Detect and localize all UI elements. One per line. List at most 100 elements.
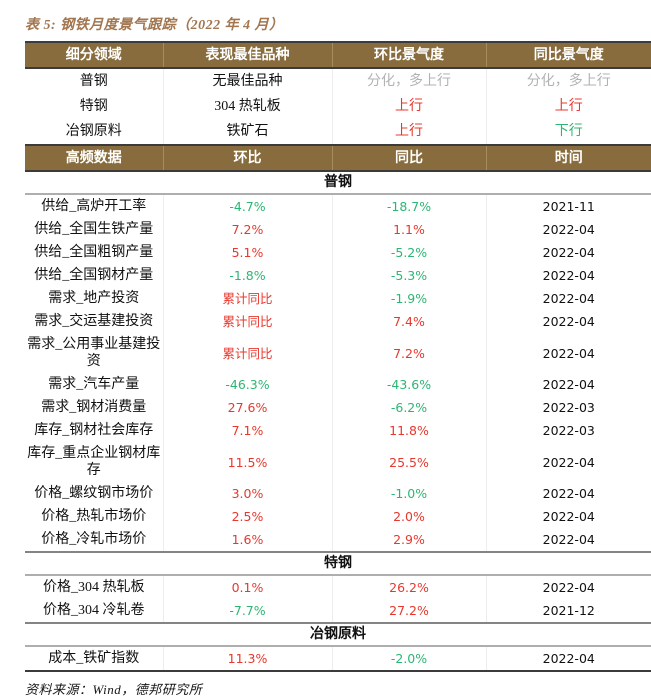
mom-value-cell: 1.6% xyxy=(162,528,332,552)
yoy-value-cell: 1.1% xyxy=(331,218,486,241)
indicator-label-cell: 需求_交运基建投资 xyxy=(34,314,154,329)
indicator-label-cell: 价格_热轧市场价 xyxy=(41,509,147,524)
section-title-row: 冶钢原料 xyxy=(25,622,651,647)
mom-value-cell: 11.3% xyxy=(162,646,332,671)
overview-row: 冶钢原料 铁矿石 上行 下行 xyxy=(25,119,651,145)
data-row: 库存_钢材社会库存 7.1% 11.8% 2022-03 xyxy=(25,419,651,442)
indicator-label-cell: 库存_重点企业钢材库存 xyxy=(27,446,161,478)
detail-header-row: 高频数据 环比 同比 时间 xyxy=(25,144,651,172)
mom-value-cell: -4.7% xyxy=(162,194,332,218)
best-variety-cell: 304 热轧板 xyxy=(162,94,332,119)
mom-value-cell: 7.2% xyxy=(162,218,332,241)
data-row: 价格_螺纹钢市场价 3.0% -1.0% 2022-04 xyxy=(25,482,651,505)
data-row: 需求_交运基建投资 累计同比 7.4% 2022-04 xyxy=(25,310,651,333)
mom-trend-cell: 分化，多上行 xyxy=(331,68,486,94)
yoy-trend-cell: 分化，多上行 xyxy=(485,68,651,94)
col-header-field: 细分领域 xyxy=(25,41,163,69)
date-cell: 2021-12 xyxy=(485,599,651,623)
date-cell: 2022-04 xyxy=(485,373,651,396)
mom-value-cell: 27.6% xyxy=(162,396,332,419)
yoy-trend-cell: 上行 xyxy=(485,94,651,119)
section-title-row: 普钢 xyxy=(25,170,651,195)
data-row: 供给_全国粗钢产量 5.1% -5.2% 2022-04 xyxy=(25,241,651,264)
mom-value-cell: 7.1% xyxy=(162,419,332,442)
data-row: 需求_汽车产量 -46.3% -43.6% 2022-04 xyxy=(25,373,651,396)
date-cell: 2022-04 xyxy=(485,310,651,333)
detail-section: 高频数据 环比 同比 时间 普钢 供给_高炉开工率 -4.7% -18.7% 2021-… xyxy=(25,144,651,671)
data-row: 需求_公用事业基建投资 累计同比 7.2% 2022-04 xyxy=(25,333,651,373)
date-cell: 2021-11 xyxy=(485,194,651,218)
yoy-value-cell: 7.4% xyxy=(331,310,486,333)
date-cell: 2022-04 xyxy=(485,241,651,264)
date-cell: 2022-03 xyxy=(485,419,651,442)
mom-value-cell: -7.7% xyxy=(162,599,332,623)
col-header-yoy: 同比 xyxy=(331,144,486,172)
date-cell: 2022-04 xyxy=(485,575,651,599)
prosperity-table: 细分领域 表现最佳品种 环比景气度 同比景气度 普钢 无最佳品种 分化，多上行 分化，… xyxy=(25,41,651,672)
yoy-value-cell: -6.2% xyxy=(331,396,486,419)
yoy-value-cell: -5.2% xyxy=(331,241,486,264)
mom-value-cell: 3.0% xyxy=(162,482,332,505)
date-cell: 2022-04 xyxy=(485,218,651,241)
data-row: 供给_全国生铁产量 7.2% 1.1% 2022-04 xyxy=(25,218,651,241)
overview-header-row: 细分领域 表现最佳品种 环比景气度 同比景气度 xyxy=(25,41,651,69)
date-cell: 2022-03 xyxy=(485,396,651,419)
table-title: 表 5: 钢铁月度景气跟踪（2022 年 4 月） xyxy=(25,18,284,33)
date-cell: 2022-04 xyxy=(485,646,651,671)
data-row: 价格_304 热轧板 0.1% 26.2% 2022-04 xyxy=(25,575,651,599)
data-row: 成本_铁矿指数 11.3% -2.0% 2022-04 xyxy=(25,646,651,671)
data-row: 库存_重点企业钢材库存 11.5% 25.5% 2022-04 xyxy=(25,442,651,482)
yoy-value-cell: 2.0% xyxy=(331,505,486,528)
indicator-label-cell: 价格_304 冷轧卷 xyxy=(43,603,145,618)
yoy-value-cell: 11.8% xyxy=(331,419,486,442)
mom-value-cell: 累计同比 xyxy=(162,333,332,373)
col-header-mom: 环比景气度 xyxy=(331,41,486,69)
yoy-value-cell: 27.2% xyxy=(331,599,486,623)
yoy-value-cell: -1.9% xyxy=(331,287,486,310)
indicator-label-cell: 供给_全国粗钢产量 xyxy=(34,245,154,260)
indicator-label-cell: 库存_钢材社会库存 xyxy=(34,423,154,438)
section-title: 特钢 xyxy=(25,551,651,576)
yoy-value-cell: 7.2% xyxy=(331,333,486,373)
date-cell: 2022-04 xyxy=(485,287,651,310)
field-cell: 普钢 xyxy=(79,74,108,89)
mom-value-cell: 累计同比 xyxy=(162,310,332,333)
data-row: 需求_地产投资 累计同比 -1.9% 2022-04 xyxy=(25,287,651,310)
yoy-value-cell: -43.6% xyxy=(331,373,486,396)
mom-value-cell: -46.3% xyxy=(162,373,332,396)
mom-value-cell: 累计同比 xyxy=(162,287,332,310)
yoy-value-cell: 25.5% xyxy=(331,442,486,482)
section-title: 普钢 xyxy=(25,170,651,195)
indicator-label-cell: 供给_全国生铁产量 xyxy=(34,222,154,237)
date-cell: 2022-04 xyxy=(485,505,651,528)
data-row: 价格_冷轧市场价 1.6% 2.9% 2022-04 xyxy=(25,528,651,552)
indicator-label-cell: 需求_汽车产量 xyxy=(48,377,140,392)
indicator-label-cell: 需求_钢材消费量 xyxy=(41,400,147,415)
date-cell: 2022-04 xyxy=(485,442,651,482)
col-header-date: 时间 xyxy=(485,144,651,172)
mom-value-cell: 5.1% xyxy=(162,241,332,264)
yoy-value-cell: -18.7% xyxy=(331,194,486,218)
mom-value-cell: 0.1% xyxy=(162,575,332,599)
best-variety-cell: 无最佳品种 xyxy=(162,68,332,94)
best-variety-cell: 铁矿石 xyxy=(162,119,332,145)
indicator-label-cell: 需求_地产投资 xyxy=(48,291,140,306)
indicator-label-cell: 价格_螺纹钢市场价 xyxy=(34,486,154,501)
date-cell: 2022-04 xyxy=(485,482,651,505)
overview-section: 细分领域 表现最佳品种 环比景气度 同比景气度 普钢 无最佳品种 分化，多上行 分化，… xyxy=(25,41,651,145)
col-header-yoy: 同比景气度 xyxy=(485,41,651,69)
mom-value-cell: 11.5% xyxy=(162,442,332,482)
indicator-label-cell: 价格_304 热轧板 xyxy=(43,580,145,595)
overview-row: 特钢 304 热轧板 上行 上行 xyxy=(25,94,651,119)
yoy-value-cell: 26.2% xyxy=(331,575,486,599)
indicator-label-cell: 供给_高炉开工率 xyxy=(41,199,147,214)
yoy-value-cell: -5.3% xyxy=(331,264,486,287)
mom-trend-cell: 上行 xyxy=(331,94,486,119)
overview-row: 普钢 无最佳品种 分化，多上行 分化，多上行 xyxy=(25,68,651,94)
col-header-best: 表现最佳品种 xyxy=(162,41,332,69)
mom-value-cell: 2.5% xyxy=(162,505,332,528)
date-cell: 2022-04 xyxy=(485,264,651,287)
mom-trend-cell: 上行 xyxy=(331,119,486,145)
data-row: 价格_304 冷轧卷 -7.7% 27.2% 2021-12 xyxy=(25,599,651,623)
